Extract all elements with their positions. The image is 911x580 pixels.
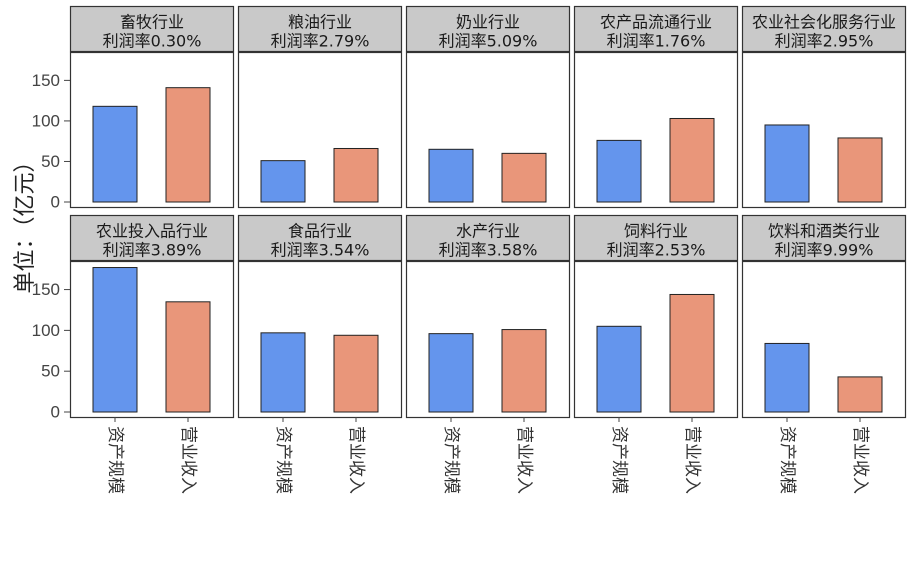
- bar-revenue: [501, 152, 547, 203]
- bar-asset-scale: [92, 105, 138, 203]
- facet-subtitle: 利润率9.99%: [775, 241, 874, 260]
- x-tick-label: 资产规模: [777, 426, 797, 494]
- facet-strip: [237, 214, 403, 262]
- bar-revenue: [165, 301, 211, 413]
- facet-strip: [573, 5, 739, 53]
- facet-title: 粮油行业: [288, 13, 352, 32]
- facet-title: 饮料和酒类行业: [768, 222, 880, 241]
- bar-asset-scale: [596, 325, 642, 413]
- facet-title: 畜牧行业: [120, 13, 184, 32]
- x-tick-label: 资产规模: [273, 426, 293, 494]
- facet-strip: [573, 214, 739, 262]
- facet-strip: [237, 5, 403, 53]
- facet-strip: [69, 214, 235, 262]
- bar-revenue: [669, 117, 715, 203]
- facet-strip: [405, 214, 571, 262]
- facet-strip: [741, 5, 907, 53]
- y-tick-label: 100: [32, 111, 60, 130]
- facet-subtitle: 利润率2.79%: [271, 32, 370, 51]
- facet-title: 饲料行业: [624, 222, 688, 241]
- bar-revenue: [837, 376, 883, 413]
- y-tick-label: 150: [32, 71, 60, 90]
- facet-subtitle: 利润率0.30%: [103, 32, 202, 51]
- facet-title: 奶业行业: [456, 13, 520, 32]
- y-tick-label: 100: [32, 321, 60, 340]
- x-tick-label: 营业收入: [346, 426, 366, 494]
- y-axis-title: 单位：（亿元）: [13, 150, 38, 293]
- x-tick-label: 营业收入: [514, 426, 534, 494]
- facet-title: 水产行业: [456, 222, 520, 241]
- facet-title: 农产品流通行业: [600, 13, 712, 32]
- facet-title: 食品行业: [288, 222, 352, 241]
- facet-title: 农业社会化服务行业: [752, 13, 896, 32]
- bar-asset-scale: [260, 160, 306, 203]
- facet-subtitle: 利润率1.76%: [607, 32, 706, 51]
- bar-asset-scale: [92, 267, 138, 413]
- x-tick-label: 营业收入: [850, 426, 870, 494]
- facet-subtitle: 利润率3.89%: [103, 241, 202, 260]
- bar-revenue: [669, 293, 715, 413]
- bar-asset-scale: [428, 148, 474, 203]
- bar-asset-scale: [764, 342, 810, 413]
- x-tick-label: 资产规模: [105, 426, 125, 494]
- y-tick-label: 50: [41, 152, 60, 171]
- facet-strip: [741, 214, 907, 262]
- bar-revenue: [333, 334, 379, 413]
- y-tick-label: 50: [41, 362, 60, 381]
- x-tick-label: 营业收入: [178, 426, 198, 494]
- facet-strip: [69, 5, 235, 53]
- facet-subtitle: 利润率2.95%: [775, 32, 874, 51]
- y-tick-label: 0: [51, 193, 60, 212]
- facet-subtitle: 利润率5.09%: [439, 32, 538, 51]
- bar-asset-scale: [764, 124, 810, 203]
- y-tick-label: 150: [32, 280, 60, 299]
- facet-strip: [405, 5, 571, 53]
- facet-subtitle: 利润率2.53%: [607, 241, 706, 260]
- bar-revenue: [165, 87, 211, 203]
- bar-asset-scale: [596, 139, 642, 203]
- y-tick-label: 0: [51, 403, 60, 422]
- bar-revenue: [501, 329, 547, 413]
- bar-asset-scale: [428, 333, 474, 413]
- x-tick-label: 资产规模: [609, 426, 629, 494]
- facet-subtitle: 利润率3.58%: [439, 241, 538, 260]
- x-tick-label: 资产规模: [441, 426, 461, 494]
- bar-asset-scale: [260, 332, 306, 413]
- facet-title: 农业投入品行业: [96, 222, 208, 241]
- x-tick-label: 营业收入: [682, 426, 702, 494]
- facet-subtitle: 利润率3.54%: [271, 241, 370, 260]
- bar-revenue: [837, 137, 883, 203]
- bar-revenue: [333, 147, 379, 203]
